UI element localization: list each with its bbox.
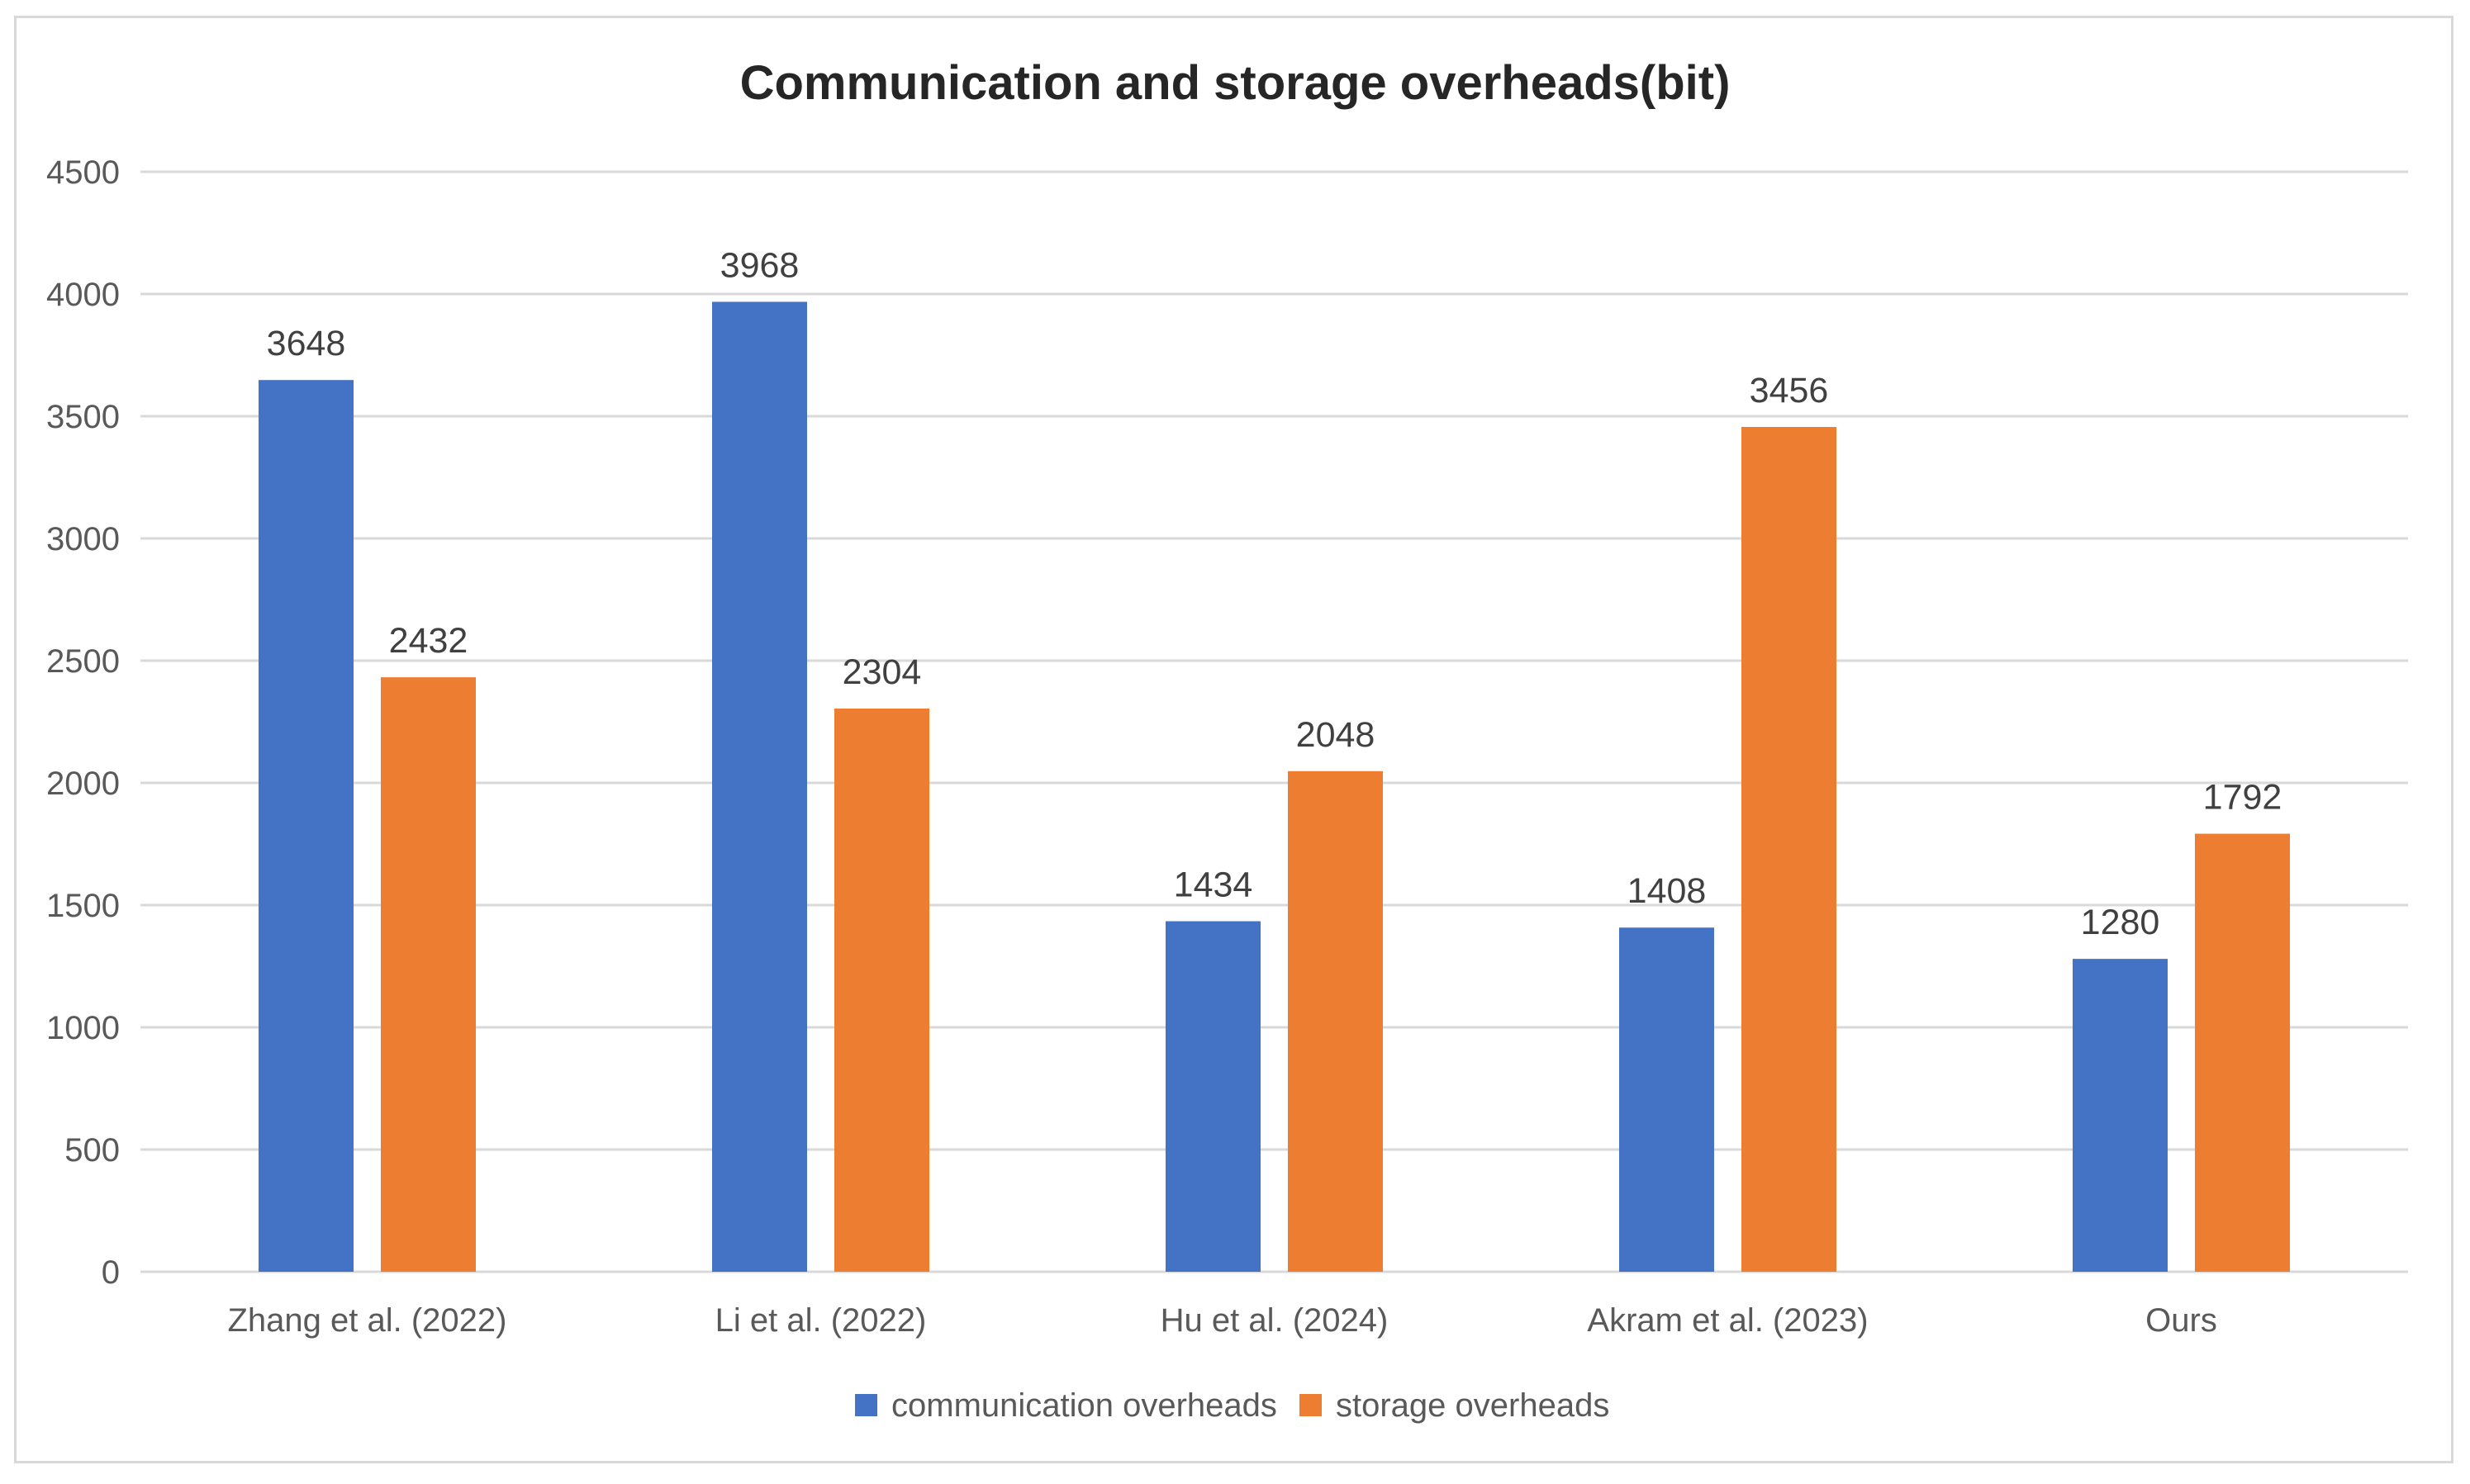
legend-swatch-storage <box>1299 1394 1322 1416</box>
y-tick-label: 4500 <box>46 154 120 191</box>
data-label: 1408 <box>1627 871 1707 911</box>
y-axis-ticks: 0 500 1000 1500 2000 2500 3000 3500 4000 4500 <box>46 154 120 1291</box>
bar-communication-2 <box>1166 921 1261 1272</box>
legend-swatch-communication <box>855 1394 877 1416</box>
legend-item-communication: communication overheads <box>855 1387 1277 1424</box>
legend: communication overheads storage overheads <box>855 1387 1609 1424</box>
y-tick-label: 500 <box>64 1132 120 1169</box>
bar-communication-3 <box>1619 927 1714 1272</box>
data-label: 2432 <box>389 621 468 661</box>
bar-communication-4 <box>2073 959 2168 1272</box>
data-label: 1280 <box>2081 903 2160 942</box>
y-tick-label: 2000 <box>46 766 120 802</box>
bar-communication-0 <box>259 380 354 1272</box>
bar-storage-3 <box>1741 427 1836 1272</box>
x-tick-label: Zhang et al. (2022) <box>228 1302 507 1339</box>
bar-storage-1 <box>834 709 929 1272</box>
legend-label-storage: storage overheads <box>1336 1387 1609 1424</box>
y-tick-label: 0 <box>102 1254 120 1291</box>
x-tick-label: Hu et al. (2024) <box>1161 1302 1389 1339</box>
bar-storage-0 <box>381 677 476 1272</box>
x-tick-label: Akram et al. (2023) <box>1587 1302 1868 1339</box>
data-label: 1434 <box>1174 865 1253 905</box>
data-label: 3456 <box>1750 371 1829 410</box>
bar-storage-4 <box>2195 833 2290 1272</box>
x-axis-ticks: Zhang et al. (2022) Li et al. (2022) Hu et… <box>228 1302 2217 1339</box>
data-label: 2048 <box>1296 715 1375 755</box>
data-label: 3968 <box>720 245 800 285</box>
data-label: 2304 <box>843 652 922 692</box>
y-tick-label: 3500 <box>46 399 120 435</box>
y-tick-label: 1000 <box>46 1010 120 1046</box>
legend-label-communication: communication overheads <box>891 1387 1277 1424</box>
chart-title: Communication and storage overheads(bit) <box>740 56 1731 110</box>
y-tick-label: 1500 <box>46 888 120 924</box>
data-label: 3648 <box>267 324 346 363</box>
bar-communication-1 <box>712 301 807 1273</box>
x-tick-label: Ours <box>2145 1302 2217 1339</box>
legend-item-storage: storage overheads <box>1299 1387 1609 1424</box>
bars <box>259 301 2290 1273</box>
bar-storage-2 <box>1288 770 1383 1272</box>
data-labels: 3648 2432 3968 2304 1434 2048 1408 3456 1280 1792 <box>267 245 2282 942</box>
y-tick-label: 4000 <box>46 277 120 313</box>
y-tick-label: 2500 <box>46 643 120 680</box>
y-tick-label: 3000 <box>46 521 120 557</box>
gridlines <box>140 170 2408 1273</box>
x-tick-label: Li et al. (2022) <box>715 1302 927 1339</box>
data-label: 1792 <box>2203 778 2282 818</box>
